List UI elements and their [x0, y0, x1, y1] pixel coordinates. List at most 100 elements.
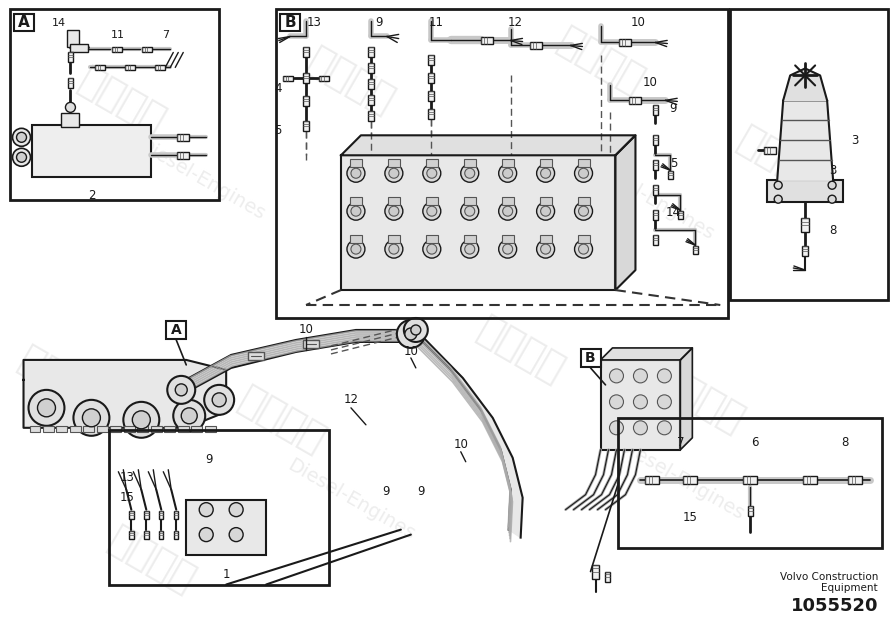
Bar [539, 235, 552, 243]
Bar [137, 426, 149, 431]
Circle shape [83, 409, 101, 427]
Bar [43, 426, 54, 431]
Bar [97, 426, 108, 431]
Bar [652, 160, 659, 170]
Circle shape [423, 240, 441, 258]
Bar [539, 159, 552, 167]
Bar [159, 511, 164, 519]
Bar [428, 91, 433, 101]
Bar [645, 476, 659, 484]
Circle shape [634, 395, 647, 409]
Bar [95, 65, 105, 70]
Bar [350, 235, 362, 243]
Bar [803, 246, 808, 256]
Circle shape [37, 399, 55, 417]
Circle shape [411, 325, 421, 335]
Bar [502, 159, 514, 167]
Text: 3: 3 [829, 164, 837, 177]
Bar [144, 511, 149, 519]
Text: 9: 9 [417, 485, 425, 498]
Bar [174, 511, 179, 519]
Text: 10: 10 [298, 323, 313, 337]
Circle shape [124, 402, 159, 438]
Bar [319, 75, 329, 81]
Circle shape [389, 168, 399, 178]
Circle shape [465, 168, 474, 178]
Text: 9: 9 [376, 16, 383, 29]
Bar [68, 79, 73, 89]
Circle shape [427, 244, 437, 254]
Bar [303, 74, 309, 84]
Circle shape [167, 376, 195, 404]
Bar [619, 39, 631, 46]
Circle shape [634, 369, 647, 383]
Text: 9: 9 [382, 485, 390, 498]
Circle shape [498, 240, 517, 258]
Circle shape [503, 206, 513, 216]
Text: 9: 9 [206, 454, 213, 466]
Bar [13, 14, 34, 31]
Text: Equipment: Equipment [821, 582, 878, 593]
Bar [592, 565, 599, 579]
Bar [303, 121, 309, 131]
Circle shape [828, 181, 836, 189]
Circle shape [175, 384, 187, 396]
Circle shape [634, 421, 647, 435]
Text: 紫发动力: 紫发动力 [471, 310, 570, 390]
Bar [801, 218, 809, 232]
Bar [110, 426, 121, 431]
Bar [767, 181, 843, 202]
Bar [165, 426, 175, 431]
Polygon shape [601, 348, 692, 360]
Bar [464, 159, 476, 167]
Text: 13: 13 [306, 16, 321, 29]
Bar [425, 198, 438, 205]
Text: Diesel-Engines: Diesel-Engines [583, 156, 717, 245]
Bar [652, 210, 659, 220]
Circle shape [212, 393, 226, 407]
Circle shape [423, 164, 441, 182]
Bar [502, 235, 514, 243]
Text: Diesel-Engines: Diesel-Engines [134, 136, 268, 225]
Bar [464, 198, 476, 205]
Text: 6: 6 [751, 437, 759, 449]
Text: A: A [171, 323, 182, 337]
Bar [129, 531, 134, 538]
Circle shape [828, 195, 836, 203]
Text: 13: 13 [120, 471, 134, 484]
Circle shape [351, 244, 361, 254]
Bar [388, 159, 400, 167]
Circle shape [133, 411, 150, 429]
Circle shape [503, 168, 513, 178]
Bar [283, 75, 293, 81]
Polygon shape [23, 360, 226, 428]
Bar [368, 79, 374, 89]
Circle shape [12, 148, 30, 166]
Text: 12: 12 [344, 393, 359, 406]
Circle shape [384, 164, 403, 182]
Circle shape [461, 202, 479, 220]
Text: 紫发动力: 紫发动力 [551, 21, 651, 100]
Bar [765, 147, 776, 153]
Bar [604, 572, 611, 582]
Text: 11: 11 [428, 16, 443, 29]
Bar [124, 426, 134, 431]
Text: 12: 12 [508, 16, 523, 29]
Bar [178, 426, 189, 431]
Text: 3: 3 [852, 134, 859, 147]
Text: 紫发动力: 紫发动力 [651, 360, 750, 440]
Circle shape [610, 395, 624, 409]
Bar [652, 185, 659, 195]
Text: 10: 10 [453, 438, 468, 451]
Bar [693, 246, 698, 254]
Bar [368, 111, 374, 121]
Bar [502, 198, 514, 205]
Bar [743, 476, 757, 484]
Bar [155, 65, 166, 70]
Text: 紫发动力: 紫发动力 [101, 520, 201, 599]
Bar [248, 352, 264, 360]
Circle shape [578, 244, 588, 254]
Circle shape [389, 206, 399, 216]
Bar [652, 135, 659, 145]
Circle shape [174, 400, 206, 431]
